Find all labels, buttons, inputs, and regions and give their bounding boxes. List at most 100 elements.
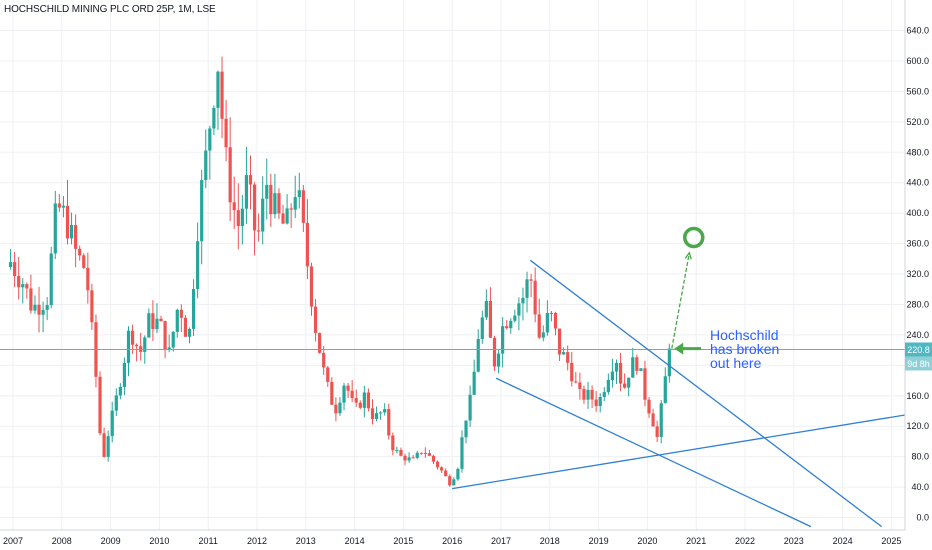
candle-body — [41, 309, 45, 315]
candle-body — [488, 300, 493, 338]
candle-body — [305, 222, 310, 267]
candle-body — [362, 392, 366, 408]
candle-body — [82, 255, 86, 268]
candle-body — [49, 253, 53, 306]
candle-body — [545, 313, 549, 333]
candle-body — [623, 383, 627, 388]
candle-body — [297, 190, 301, 198]
candle-body — [383, 409, 387, 413]
candle-body — [326, 367, 330, 382]
y-tick-label: 560.0 — [906, 86, 929, 96]
candle-body — [240, 208, 244, 227]
candle-body — [370, 408, 375, 419]
candle-body — [431, 455, 436, 462]
candle-body — [187, 328, 192, 337]
candle-body — [86, 267, 90, 291]
y-tick-label: 440.0 — [906, 178, 929, 188]
candle-body — [224, 118, 228, 148]
candle-body — [228, 147, 232, 203]
candle-body — [196, 241, 200, 290]
candle-body — [423, 452, 427, 454]
candle-body — [537, 314, 541, 338]
candle-body — [98, 376, 102, 434]
x-tick-label: 2013 — [296, 536, 316, 546]
candle-body — [277, 193, 281, 214]
candle-body — [318, 332, 322, 353]
candle-body — [529, 279, 533, 281]
candle-body — [476, 339, 480, 372]
candle-body — [517, 303, 521, 316]
target-circle[interactable] — [683, 226, 705, 249]
x-tick-label: 2008 — [52, 536, 72, 546]
x-tick-label: 2022 — [735, 536, 755, 546]
candle-body — [578, 382, 582, 389]
y-tick-label: 640.0 — [906, 26, 929, 36]
candle-body — [110, 410, 114, 437]
candle-body — [273, 193, 277, 215]
candle-body — [322, 352, 326, 368]
candle-body — [342, 385, 346, 403]
candle-body — [57, 203, 61, 208]
trendline[interactable] — [452, 412, 916, 490]
candle-body — [562, 352, 566, 355]
x-tick-label: 2018 — [540, 536, 560, 546]
candle-body — [647, 399, 651, 414]
x-tick-label: 2016 — [442, 536, 462, 546]
candle-body — [248, 175, 253, 185]
candle-body — [403, 455, 407, 461]
candle-body — [106, 436, 110, 457]
candle-body — [553, 312, 558, 329]
candle-body — [419, 452, 423, 454]
candle-body — [606, 380, 610, 393]
candle-body — [549, 312, 554, 314]
trendline[interactable] — [529, 259, 883, 528]
candle-body — [265, 184, 269, 199]
x-tick-label: 2025 — [881, 536, 901, 546]
candle-body — [395, 449, 399, 451]
candle-body — [350, 390, 354, 399]
candle-body — [13, 262, 17, 277]
x-tick-label: 2012 — [247, 536, 267, 546]
candle-body — [574, 381, 578, 383]
candle-body — [627, 377, 631, 388]
candle-body — [399, 449, 403, 456]
candle-body — [122, 362, 127, 387]
candle-body — [639, 368, 643, 371]
candle-body — [533, 280, 537, 315]
candle-body — [338, 402, 342, 414]
annotation-text: Hochschild — [710, 327, 778, 343]
candle-body — [570, 362, 574, 382]
candle-body — [440, 467, 444, 471]
y-tick-label: 240.0 — [906, 330, 929, 340]
candle-body — [509, 320, 513, 329]
trendline[interactable] — [495, 377, 812, 528]
annotation-text: out here — [710, 355, 762, 371]
candle-body — [155, 318, 159, 330]
candle-body — [269, 184, 273, 215]
candle-body — [472, 371, 476, 395]
candle-body — [216, 71, 220, 108]
annotation-text: has broken — [710, 341, 779, 357]
candle-body — [663, 376, 667, 404]
x-tick-label: 2007 — [3, 536, 23, 546]
candle-body — [651, 413, 655, 427]
candle-body — [143, 337, 147, 352]
y-tick-label: 600.0 — [906, 56, 929, 66]
x-tick-label: 2019 — [589, 536, 609, 546]
candle-body — [212, 107, 216, 129]
candle-body — [126, 330, 131, 363]
candle-body — [281, 213, 285, 224]
countdown-badge — [905, 356, 932, 371]
candle-body — [586, 389, 590, 400]
candle-body — [313, 306, 318, 333]
y-tick-label: 40.0 — [911, 482, 929, 492]
candle-body — [244, 175, 249, 209]
candles — [8, 56, 671, 487]
chart-title: HOCHSCHILD MINING PLC ORD 25P, 1M, LSE — [4, 4, 216, 15]
x-tick-label: 2021 — [686, 536, 706, 546]
y-tick-label: 400.0 — [906, 208, 929, 218]
candle-body — [90, 290, 94, 323]
